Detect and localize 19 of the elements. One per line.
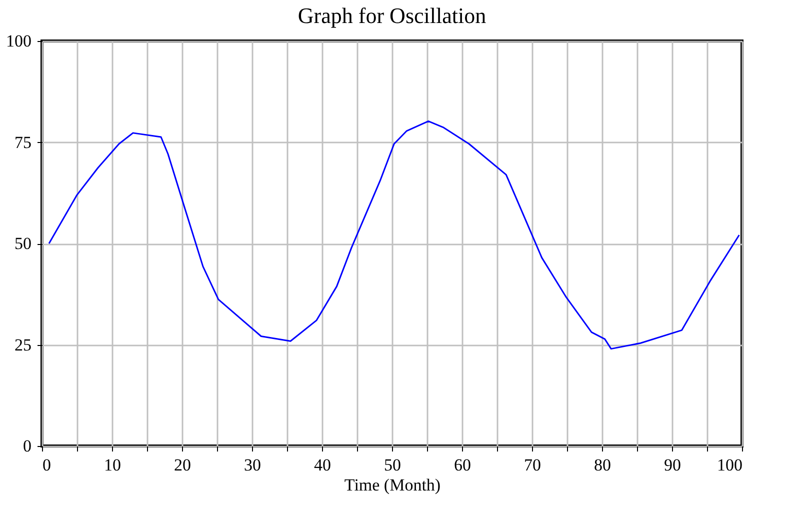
x-tick-label: 100 [717, 456, 742, 474]
y-tick-label: 0 [23, 436, 32, 456]
x-tick-label: 50 [384, 456, 401, 474]
x-tick-label: 60 [454, 456, 471, 474]
x-tick-label: 90 [664, 456, 681, 474]
x-tick-label: 10 [104, 456, 121, 474]
x-axis-title: Time (Month) [344, 476, 441, 494]
line-series [48, 120, 740, 350]
x-tick-label: 30 [244, 456, 261, 474]
x-tick-label: 40 [314, 456, 331, 474]
x-tick-label: 70 [524, 456, 541, 474]
y-tick-label: 50 [14, 234, 32, 253]
y-tick-label: 100 [6, 32, 32, 50]
y-tick-label: 25 [14, 335, 32, 354]
x-tick-label: 80 [594, 456, 611, 474]
x-tick-label: 20 [174, 456, 191, 474]
y-tick-label: 75 [14, 132, 32, 152]
chart-title: Graph for Oscillation [298, 3, 486, 28]
x-tick-label: 0 [42, 456, 51, 474]
